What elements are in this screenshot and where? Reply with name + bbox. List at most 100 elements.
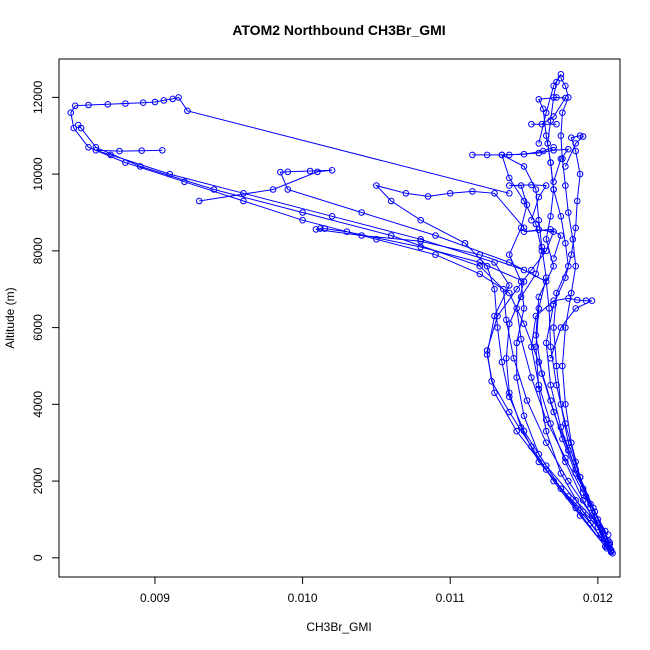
data-point [491,190,498,197]
data-point [523,397,531,404]
data-point [557,213,565,220]
data-point [517,424,525,431]
data-point [547,159,554,166]
series-2 [312,225,614,552]
data-point [314,168,321,176]
data-point [572,497,580,504]
data-point [565,262,572,270]
data-point [550,301,557,308]
data-point [532,312,540,320]
data-point [491,285,498,293]
data-point [417,216,425,224]
data-point [513,374,521,381]
data-point [535,305,543,312]
data-point [532,220,540,228]
data-point [535,293,543,301]
x-tick-label: 0.010 [288,591,318,605]
data-layer [67,71,616,557]
data-point [85,101,92,109]
series-12 [528,94,614,548]
data-point [550,297,557,305]
series-11 [373,182,612,539]
data-point [520,228,528,235]
data-point [576,512,584,519]
data-point [424,193,432,200]
data-point [553,94,560,101]
data-point [550,186,557,193]
y-tick-label: 2000 [31,467,45,494]
series-line [531,96,611,545]
data-point [557,470,565,477]
data-point [562,163,569,170]
x-axis-label: CH3Br_GMI [306,620,371,634]
data-point [299,216,306,224]
data-point [550,113,557,120]
data-point [542,247,550,255]
data-point [547,213,554,220]
data-point [568,439,575,447]
data-point [528,443,535,450]
data-point [550,477,557,485]
series-line [472,148,608,547]
data-point [587,520,594,527]
data-point [557,401,565,408]
data-point [506,251,513,258]
data-point [547,343,554,351]
data-point [557,324,565,331]
data-point [506,182,513,189]
data-point [532,332,540,339]
data-point [572,504,580,512]
data-point [387,232,395,239]
series-7 [469,145,611,550]
data-point [562,239,569,247]
data-point [169,95,176,103]
data-point [520,197,528,205]
data-point [503,355,510,362]
data-point [506,408,513,416]
data-point [520,305,528,312]
y-tick-label: 6000 [31,314,45,341]
data-point [587,504,594,512]
data-point [498,358,506,366]
data-point [572,140,580,147]
data-point [535,140,543,147]
data-point [85,144,92,151]
data-point [151,98,159,106]
data-point [545,305,553,312]
data-point [432,251,439,258]
chart-title: ATOM2 Northbound CH3Br_GMI [232,22,445,38]
data-point [476,262,484,270]
data-point [483,151,491,159]
y-tick-label: 12000 [31,80,45,114]
y-axis-label: Altitude (m) [3,287,17,348]
data-point [469,151,476,159]
data-point [483,347,491,354]
data-point [547,420,554,427]
data-point [284,186,292,193]
data-point [513,427,521,435]
data-point [535,96,543,103]
series-line [199,169,612,551]
series-3 [74,121,612,548]
data-point [175,94,182,101]
data-point [528,374,535,381]
data-point [547,381,554,389]
x-tick-label: 0.011 [436,591,465,605]
data-point [446,190,454,197]
data-point [535,358,543,366]
data-point [184,107,191,115]
data-point [483,262,491,270]
data-point [550,324,557,331]
series-5 [195,167,615,554]
data-point [387,197,395,205]
data-point [565,493,572,500]
data-point [542,182,550,189]
data-point [402,190,410,197]
data-point [312,226,320,233]
data-point [488,378,495,385]
data-point [532,270,540,278]
data-point [597,531,605,539]
data-point [562,82,569,90]
data-point [299,209,306,216]
data-point [417,238,425,245]
